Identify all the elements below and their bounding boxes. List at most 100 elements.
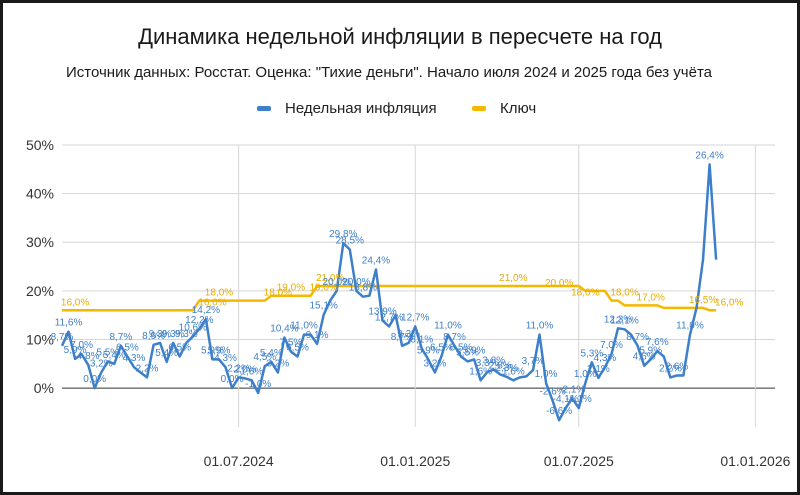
data-label-weekly-inflation: 9,3% (149, 329, 172, 340)
data-label-key-rate: 21,0% (499, 273, 527, 284)
legend-item-weekly-inflation: Недельная инфляция (257, 100, 437, 117)
data-label-weekly-inflation: 5,9% (639, 345, 662, 356)
data-label-weekly-inflation: -1,0% (245, 379, 271, 390)
data-label-weekly-inflation: 7,5% (280, 338, 303, 349)
data-label-weekly-inflation: 15,1% (309, 301, 337, 312)
legend-swatch-key-rate (472, 106, 486, 111)
data-label-weekly-inflation: 5,9% (463, 345, 486, 356)
data-label-weekly-inflation: 6,5% (116, 343, 139, 354)
x-tick-label: 01.01.2025 (380, 453, 450, 469)
data-label-weekly-inflation: 11,0% (676, 321, 704, 332)
data-label-weekly-inflation: 20,0% (342, 277, 370, 288)
data-label-weekly-inflation: 3,3% (476, 358, 499, 369)
data-label-weekly-inflation: 2,2% (136, 363, 159, 374)
data-label-weekly-inflation: 1,6% (469, 366, 492, 377)
data-label-weekly-inflation: 0,0% (83, 374, 106, 385)
data-label-weekly-inflation: 9,3% (162, 329, 185, 340)
data-label-weekly-inflation: 4,3% (214, 353, 237, 364)
data-label-weekly-inflation: 4,6% (633, 352, 656, 363)
data-label-weekly-inflation: 5,5% (456, 347, 479, 358)
data-label-weekly-inflation: 0,0% (221, 374, 244, 385)
data-label-key-rate: 19,0% (277, 283, 305, 294)
data-label-weekly-inflation: 2,0% (234, 364, 257, 375)
y-tick-label: 0% (34, 380, 54, 396)
data-label-weekly-inflation: 6,5% (450, 343, 473, 354)
data-label-weekly-inflation: 8,7% (443, 332, 466, 343)
y-tick-label: 10% (26, 331, 54, 347)
data-label-weekly-inflation: -2,6% (540, 387, 566, 398)
data-label-key-rate: 18,0% (205, 288, 233, 299)
data-label-weekly-inflation: 9,1% (306, 330, 329, 341)
data-label-weekly-inflation: 12,7% (401, 312, 429, 323)
data-label-weekly-inflation: 7,0% (600, 340, 623, 351)
legend-item-key-rate: Ключ (472, 100, 536, 117)
data-label-weekly-inflation: 5,4% (103, 350, 126, 361)
data-label-key-rate: 16,0% (61, 297, 89, 308)
x-tick-label: 01.07.2025 (544, 453, 614, 469)
data-label-key-rate: 16,0% (198, 297, 226, 308)
data-label-key-rate: 16,0% (715, 297, 743, 308)
data-label-weekly-inflation: 8,1% (410, 335, 433, 346)
data-label-weekly-inflation: 28,5% (336, 236, 364, 247)
data-label-key-rate: 16,5% (689, 295, 717, 306)
data-label-weekly-inflation: 5,4% (260, 348, 283, 359)
series-line-weekly-inflation (60, 163, 718, 422)
data-label-weekly-inflation: 2,2% (659, 363, 682, 374)
legend-label-key-rate: Ключ (500, 100, 537, 117)
data-label-weekly-inflation: 3,2% (423, 359, 446, 370)
data-label-key-rate: 20,0% (545, 278, 573, 289)
data-label-key-rate: 21,0% (316, 273, 344, 284)
data-label-weekly-inflation: 11,0% (526, 321, 554, 332)
data-label-weekly-inflation: 12,1% (610, 315, 638, 326)
data-label-weekly-inflation: 2,1% (587, 364, 610, 375)
data-label-weekly-inflation: 2,3% (495, 363, 518, 374)
data-label-weekly-inflation: 7,0% (70, 340, 93, 351)
data-label-weekly-inflation: 5,9% (64, 345, 87, 356)
data-label-weekly-inflation: 6,5% (430, 343, 453, 354)
data-label-weekly-inflation: 10,6% (179, 323, 207, 334)
data-label-key-rate: 19,0% (309, 283, 337, 294)
data-label-weekly-inflation: 4,3% (594, 353, 617, 364)
data-label-weekly-inflation: 10,4% (270, 324, 298, 335)
data-label-weekly-inflation: 11,6% (55, 318, 83, 329)
data-label-weekly-inflation: 5,9% (417, 345, 440, 356)
data-label-weekly-inflation: -4,1% (553, 394, 579, 405)
chart-title: Динамика недельной инфляции в пересчете … (138, 24, 662, 49)
data-label-weekly-inflation: 3,8% (482, 356, 505, 367)
data-label-weekly-inflation: 5,5% (96, 347, 119, 358)
data-label-weekly-inflation: 11,0% (290, 321, 318, 332)
data-label-weekly-inflation: 1,6% (240, 366, 263, 377)
data-label-key-rate: 18,0% (610, 288, 638, 299)
y-tick-label: 50% (26, 137, 54, 153)
data-label-weekly-inflation: 3,2% (90, 359, 113, 370)
data-label-key-rate: 17,0% (637, 292, 665, 303)
data-label-weekly-inflation: 8,7% (51, 332, 74, 343)
data-label-weekly-inflation: 2,8% (489, 360, 512, 371)
data-label-weekly-inflation: -6,6% (546, 406, 572, 417)
data-label-weekly-inflation: 14,2% (192, 305, 220, 316)
data-label-weekly-inflation: 12,7% (375, 312, 403, 323)
y-tick-label: 30% (26, 234, 54, 250)
series-line-key-rate (62, 284, 717, 312)
data-label-weekly-inflation: -2,1% (559, 384, 585, 395)
data-label-weekly-inflation: 2,2% (227, 363, 250, 374)
data-label-weekly-inflation: 26,4% (695, 150, 723, 161)
data-label-weekly-inflation: 2,6% (665, 361, 688, 372)
y-tick-label: 20% (26, 283, 54, 299)
data-label-key-rate: 18,0% (571, 288, 599, 299)
data-label-weekly-inflation: 13,9% (368, 307, 396, 318)
data-label-weekly-inflation: 1,6% (502, 366, 525, 377)
data-label-weekly-inflation: 3,7% (522, 356, 545, 367)
data-label-weekly-inflation: 7,6% (646, 337, 669, 348)
data-label-weekly-inflation: 4,3% (123, 353, 146, 364)
legend-swatch-weekly-inflation (257, 106, 271, 111)
x-tick-label: 01.07.2024 (204, 453, 274, 469)
data-label-weekly-inflation: 18,8% (349, 283, 377, 294)
data-label-weekly-inflation: 5,9% (201, 345, 224, 356)
data-label-weekly-inflation: 1,0% (574, 369, 597, 380)
data-label-weekly-inflation: 20,0% (323, 277, 351, 288)
data-label-weekly-inflation: 8,9% (142, 331, 165, 342)
legend-label-weekly-inflation: Недельная инфляция (285, 100, 437, 117)
